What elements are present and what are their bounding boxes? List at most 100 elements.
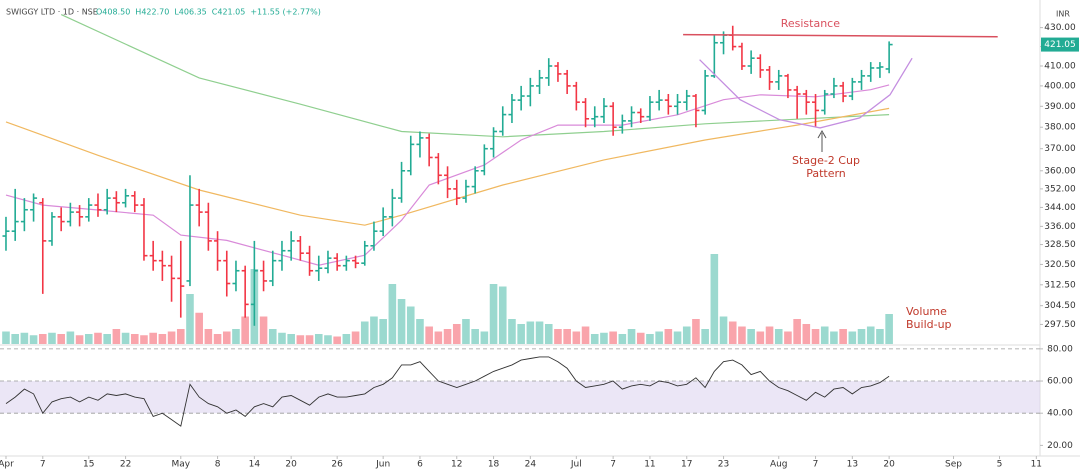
ohlc-bar [591,106,599,128]
volume-bar [75,335,84,344]
ohlc-legend-value: +11.55 (+2.77%) [250,8,321,17]
volume-bar [38,334,47,344]
ohlc-bar [674,93,682,115]
x-tick-label: 7 [610,460,616,470]
annotation-text: Stage-2 Cup [792,154,860,167]
volume-bar [241,316,249,344]
ohlc-legend-value: C421.05 [212,8,246,17]
ohlc-bar [545,58,553,86]
volume-bar [452,324,461,344]
ohlc-bar [646,96,654,121]
ohlc-bar [434,153,442,185]
x-tick-label: 15 [83,460,94,470]
volume-bar [232,329,240,344]
volume-bar [425,326,433,344]
volume-bar [416,319,424,344]
ohlc-bar [195,188,203,227]
ohlc-bar [177,240,185,318]
ohlc-bar [453,179,461,206]
ohlc-bar [784,73,792,99]
ohlc-bar [867,62,875,82]
volume-bar [774,329,783,344]
volume-bar [498,286,507,344]
volume-bar [830,331,838,344]
y-tick-label: 312.50 [1044,280,1076,290]
ohlc-bar [287,231,295,261]
x-tick-label: 17 [681,460,692,470]
volume-bar [103,334,111,344]
ohlc-bar [637,108,645,123]
arrow-head [817,129,827,139]
y-tick-label: 430.00 [1044,23,1076,33]
ohlc-legend-value: H422.70 [135,8,169,17]
ohlc-bar [20,198,28,232]
volume-bar [710,254,719,344]
ohlc-bar [379,207,387,237]
ohlc-bar [232,260,240,292]
volume-bar [434,331,443,344]
ohlc-bar [158,250,166,281]
x-tick-label: 20 [285,460,297,470]
ohlc-bar [315,255,323,281]
ohlc-bar [839,81,847,103]
x-tick-label: 18 [488,460,500,470]
ohlc-bar [812,93,820,128]
volume-bar [866,326,875,344]
ohlc-bar [738,42,746,70]
ohlc-bar [848,77,856,101]
ohlc-bar [480,144,488,176]
volume-bar [443,329,452,344]
ohlc-bar [241,265,249,318]
volume-bar [342,334,351,344]
annotation-arrow [817,129,827,152]
ohlc-bar [756,54,764,78]
volume-bar [186,294,194,344]
volume-bar [278,332,286,344]
ohlc-bar [628,106,636,128]
ohlc-bar [186,175,194,287]
volume-bar [149,332,157,344]
volume-bar [140,335,148,344]
volume-bar [719,316,728,344]
y-tick-label: 328.50 [1044,240,1076,250]
volume-bar [793,319,801,344]
volume-bar [618,334,627,344]
ohlc-bar [306,245,314,276]
volume-bar [885,314,893,344]
volume-bar [48,332,56,344]
volume-bar [379,319,387,344]
ohlc-bar [140,198,148,261]
volume-bar [268,329,277,344]
volume-bar [462,319,470,344]
volume-bar [636,332,645,344]
volume-bar [158,334,167,344]
ohlc-bar [2,216,10,251]
ohlc-bar [618,114,626,134]
ohlc-bar [103,188,111,215]
x-tick-label: Jul [570,460,582,470]
ohlc-bar [370,221,378,251]
y-tick-label: 344.00 [1044,203,1076,213]
volume-bar [351,331,360,344]
y-tick-label: 352.00 [1044,184,1076,194]
volume-bar [213,334,222,344]
ohlc-bar [324,250,332,274]
volume-bar [176,329,185,344]
volume-bar [112,329,121,344]
volume-bar [204,329,213,344]
volume-bar [360,321,369,344]
x-tick-label: 12 [451,460,462,470]
x-tick-label: 26 [331,460,343,470]
ohlc-bar [830,77,838,99]
ohlc-bar [600,98,608,123]
ohlc-bar [683,89,691,111]
ohlc-bar [563,69,571,94]
volume-bar [195,312,203,344]
volume-bar [66,331,75,344]
ohlc-bar [204,202,212,251]
ohlc-bar [664,93,672,115]
volume-bar [305,335,314,344]
ohlc-bar [499,106,507,136]
volume-bar [848,331,857,344]
